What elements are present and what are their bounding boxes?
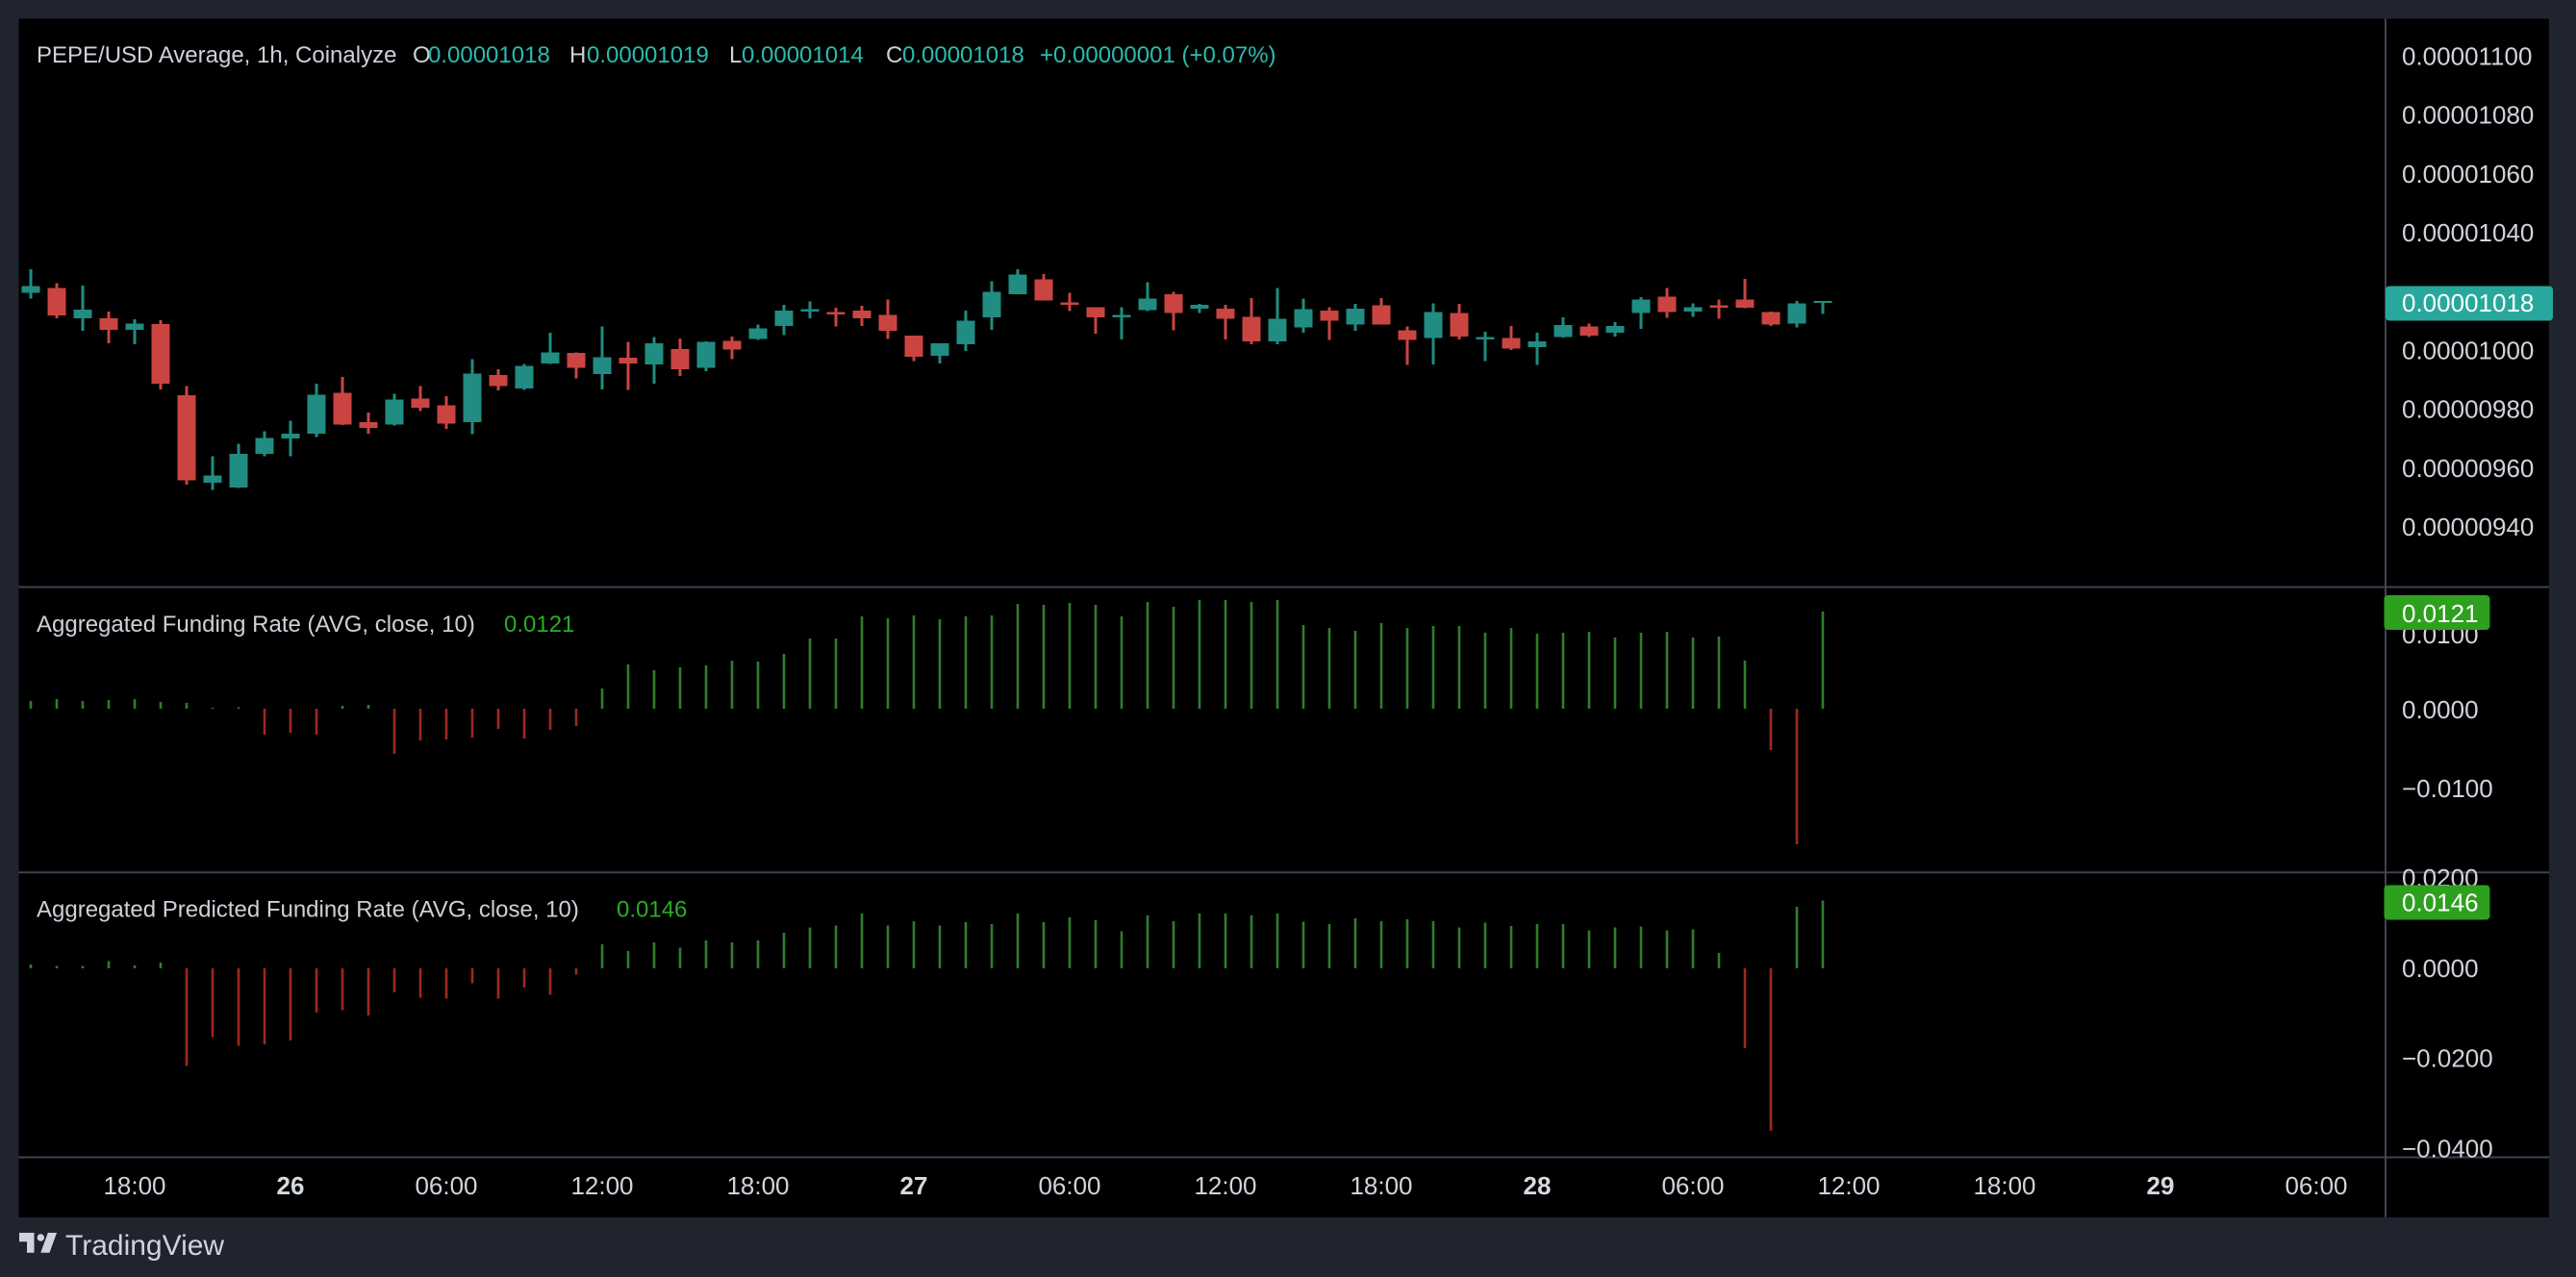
svg-text:06:00: 06:00	[1661, 1171, 1724, 1200]
svg-text:12:00: 12:00	[1194, 1171, 1256, 1200]
svg-text:0.0121: 0.0121	[2402, 599, 2479, 628]
svg-text:0.00001018: 0.00001018	[428, 42, 550, 68]
svg-text:−0.0200: −0.0200	[2402, 1044, 2493, 1073]
svg-text:0.00001019: 0.00001019	[587, 42, 709, 68]
svg-text:−0.0100: −0.0100	[2402, 774, 2493, 803]
svg-text:Aggregated Funding Rate (AVG,: Aggregated Funding Rate (AVG, close, 10)	[37, 612, 475, 638]
svg-text:+0.00000001 (+0.07%): +0.00000001 (+0.07%)	[1040, 42, 1276, 68]
svg-text:0.00001060: 0.00001060	[2402, 160, 2534, 188]
svg-text:0.00000940: 0.00000940	[2402, 513, 2534, 541]
svg-text:06:00: 06:00	[1038, 1171, 1100, 1200]
svg-text:0.00001000: 0.00001000	[2402, 337, 2534, 365]
svg-text:0.0146: 0.0146	[617, 897, 687, 923]
svg-text:0.00000980: 0.00000980	[2402, 395, 2534, 424]
svg-text:0.00001100: 0.00001100	[2402, 42, 2532, 71]
svg-text:0.00001040: 0.00001040	[2402, 218, 2534, 247]
svg-text:18:00: 18:00	[1973, 1171, 2035, 1200]
svg-text:0.0146: 0.0146	[2402, 889, 2479, 917]
svg-text:O: O	[413, 42, 431, 68]
svg-text:18:00: 18:00	[726, 1171, 789, 1200]
svg-text:29: 29	[2147, 1171, 2175, 1200]
svg-text:C: C	[886, 42, 902, 68]
svg-text:0.00001018: 0.00001018	[902, 42, 1024, 68]
svg-text:PEPE/USD Average, 1h, Coinalyz: PEPE/USD Average, 1h, Coinalyze	[37, 42, 396, 68]
svg-text:0.00001018: 0.00001018	[2402, 288, 2534, 317]
svg-text:0.00001080: 0.00001080	[2402, 101, 2534, 130]
svg-text:0.0000: 0.0000	[2402, 954, 2479, 983]
svg-text:06:00: 06:00	[415, 1171, 477, 1200]
svg-text:−0.0400: −0.0400	[2402, 1135, 2493, 1164]
svg-text:28: 28	[1524, 1171, 1552, 1200]
svg-text:12:00: 12:00	[1817, 1171, 1880, 1200]
svg-text:0.0121: 0.0121	[504, 612, 574, 638]
svg-text:L: L	[729, 42, 742, 68]
svg-text:Aggregated Predicted Funding R: Aggregated Predicted Funding Rate (AVG, …	[37, 897, 579, 923]
svg-text:06:00: 06:00	[2285, 1171, 2347, 1200]
svg-text:12:00: 12:00	[570, 1171, 633, 1200]
svg-text:H: H	[569, 42, 586, 68]
svg-text:18:00: 18:00	[103, 1171, 165, 1200]
svg-text:26: 26	[277, 1171, 305, 1200]
svg-text:18:00: 18:00	[1350, 1171, 1412, 1200]
svg-text:27: 27	[900, 1171, 928, 1200]
svg-text:0.00000960: 0.00000960	[2402, 454, 2534, 483]
svg-text:TradingView: TradingView	[65, 1230, 224, 1262]
svg-text:0.0000: 0.0000	[2402, 695, 2479, 724]
svg-text:0.00001014: 0.00001014	[742, 42, 864, 68]
